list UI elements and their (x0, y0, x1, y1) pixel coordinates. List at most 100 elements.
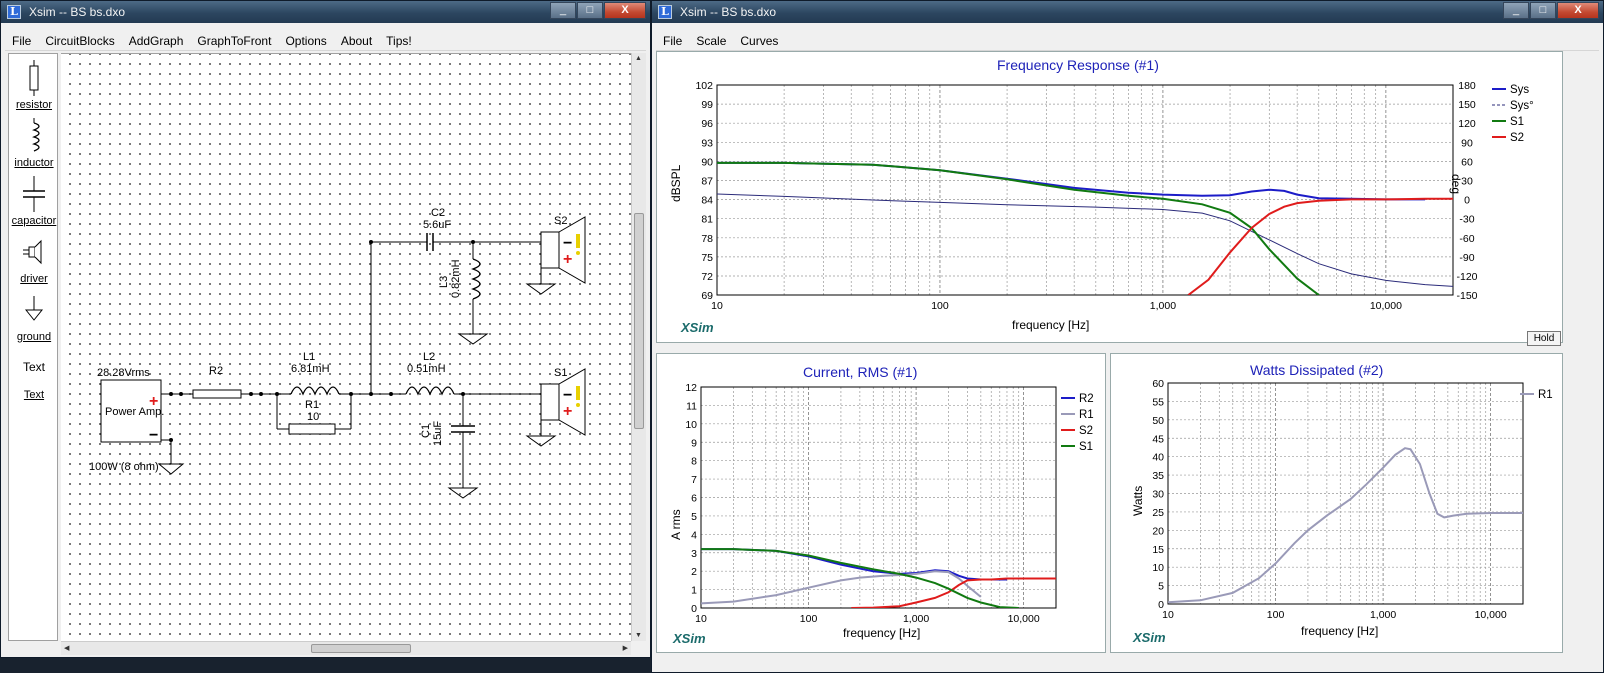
y-tick-label: 20 (1152, 525, 1164, 537)
menu-addgraph[interactable]: AddGraph (128, 33, 184, 48)
palette-label: driver (20, 273, 48, 285)
x-tick-label: 100 (1267, 609, 1285, 621)
palette-ground[interactable]: ground (9, 292, 59, 343)
x-tick-label: 10,000 (1475, 609, 1507, 621)
series-line-R1 (1168, 447, 1523, 604)
y-axis-label: dBSPL (669, 164, 683, 202)
y-tick-label: 50 (1152, 415, 1164, 427)
xsim-watermark: XSim (681, 320, 714, 335)
graph-titlebar[interactable]: L Xsim -- BS bs.dxo _ □ X (652, 1, 1603, 23)
horizontal-scrollbar[interactable]: ◀ ▶ (61, 641, 631, 655)
r1-resistor[interactable] (288, 423, 336, 435)
y2-tick-label: -90 (1459, 252, 1474, 264)
warning-icon (576, 234, 580, 407)
inductor-icon (32, 118, 40, 152)
y-tick-label: 30 (1152, 489, 1164, 501)
palette-text-link[interactable]: Text (9, 389, 59, 401)
s1-driver[interactable] (540, 383, 560, 421)
s2-minus-sign: − (563, 235, 572, 252)
chart-title: Current, RMS (#1) (803, 364, 918, 380)
palette-text-item[interactable]: Text (9, 360, 59, 374)
y2-tick-label: -30 (1459, 214, 1474, 226)
schematic-drawing: − + − + + − 28.28Vrms Power Amp. 100W (8… (89, 207, 586, 499)
s2-driver[interactable] (540, 231, 560, 269)
l1-inductor[interactable] (290, 386, 340, 396)
legend-label: R1 (1079, 409, 1094, 421)
s2-plus-sign: + (563, 251, 572, 268)
series-line-S2 (851, 577, 1056, 608)
palette-driver[interactable]: driver (9, 234, 59, 285)
menu-file[interactable]: File (12, 33, 32, 48)
r2-resistor[interactable] (192, 389, 242, 399)
close-button[interactable]: X (1557, 2, 1599, 19)
l3-value: 0.82mH (450, 259, 462, 298)
graph-window: L Xsim -- BS bs.dxo _ □ X File Scale Cur… (651, 0, 1604, 673)
source-power-label: 100W (8 ohm) (89, 461, 159, 473)
minimize-button[interactable]: _ (550, 2, 576, 19)
l3-inductor[interactable] (471, 258, 481, 300)
y2-axis-label: deg (1449, 174, 1463, 195)
y2-tick-label: -60 (1459, 233, 1474, 245)
l2-inductor[interactable] (405, 386, 455, 396)
scroll-up-icon[interactable]: ▲ (635, 55, 642, 62)
scroll-down-icon[interactable]: ▼ (635, 632, 642, 639)
y-tick-label: 9 (691, 437, 697, 449)
x-tick-label: 1,000 (903, 613, 929, 625)
menu-file[interactable]: File (663, 33, 683, 48)
l2-value: 0.51mH (407, 363, 446, 375)
menu-tips[interactable]: Tips! (386, 33, 412, 48)
y2-tick-label: 60 (1461, 156, 1473, 168)
x-tick-label: 100 (931, 300, 949, 312)
y2-tick-label: 180 (1458, 80, 1476, 92)
y2-tick-label: -150 (1456, 290, 1477, 302)
y-tick-label: 0 (1158, 599, 1164, 611)
x-axis-label: frequency [Hz] (1012, 318, 1090, 332)
scroll-left-icon[interactable]: ◀ (64, 645, 70, 652)
r1-value: 10 (307, 411, 319, 423)
y-tick-label: 11 (686, 400, 697, 412)
xsim-watermark: XSim (673, 631, 706, 646)
minimize-button[interactable]: _ (1503, 2, 1529, 19)
driver-icon (23, 239, 42, 265)
hold-button[interactable]: Hold (1527, 331, 1561, 346)
menu-graphtofront[interactable]: GraphToFront (197, 33, 272, 48)
watts-dissipated-panel[interactable]: Watts Dissipated (#2) 60 55 50 45 40 35 30 25 20… (1110, 353, 1563, 653)
y2-tick-label: 90 (1461, 137, 1473, 149)
palette-resistor[interactable]: resistor (9, 60, 59, 111)
frequency-response-panel[interactable]: Frequency Response (#1) 102 99 96 93 90 87 84 8… (656, 51, 1563, 346)
schematic-canvas[interactable]: − + − + + − 28.28Vrms Power Amp. 100W (8… (61, 53, 631, 641)
palette-label: inductor (14, 157, 54, 169)
y-tick-label: 75 (701, 252, 713, 264)
legend-label: R2 (1079, 393, 1094, 405)
x-tick-label: 1,000 (1150, 300, 1176, 312)
palette-inductor[interactable]: inductor (9, 118, 59, 169)
menu-curves[interactable]: Curves (740, 33, 779, 48)
s1-minus-sign: − (563, 387, 572, 404)
menu-options[interactable]: Options (285, 33, 327, 48)
plot-frame (1167, 382, 1524, 605)
menu-circuitblocks[interactable]: CircuitBlocks (45, 33, 115, 48)
palette-label: capacitor (11, 215, 57, 227)
y-tick-label: 3 (691, 548, 697, 560)
y-tick-label: 25 (1152, 507, 1164, 519)
y-tick-label: 0 (691, 603, 697, 615)
power-amp-block[interactable] (100, 379, 162, 443)
palette-label: ground (16, 331, 52, 343)
r1-label: R1 (305, 399, 319, 411)
palette-capacitor[interactable]: capacitor (9, 176, 59, 227)
menu-about[interactable]: About (340, 33, 373, 48)
maximize-button[interactable]: □ (577, 2, 603, 19)
vertical-scrollbar[interactable]: ▲ ▼ (631, 53, 646, 641)
ground-icon (24, 296, 44, 321)
schematic-titlebar[interactable]: L Xsim -- BS bs.dxo _ □ X (1, 1, 650, 23)
scroll-right-icon[interactable]: ▶ (622, 645, 628, 652)
current-rms-panel[interactable]: Current, RMS (#1) 12 11 10 9 8 7 6 5 4 3 2 1 0 10 100 1… (656, 353, 1106, 653)
menu-scale[interactable]: Scale (696, 33, 727, 48)
horizontal-scroll-thumb[interactable] (311, 644, 411, 653)
chart-title: Frequency Response (#1) (997, 57, 1159, 73)
maximize-button[interactable]: □ (1530, 2, 1556, 19)
vertical-scroll-thumb[interactable] (634, 213, 644, 429)
close-button[interactable]: X (604, 2, 646, 19)
y2-tick-label: 150 (1458, 99, 1476, 111)
